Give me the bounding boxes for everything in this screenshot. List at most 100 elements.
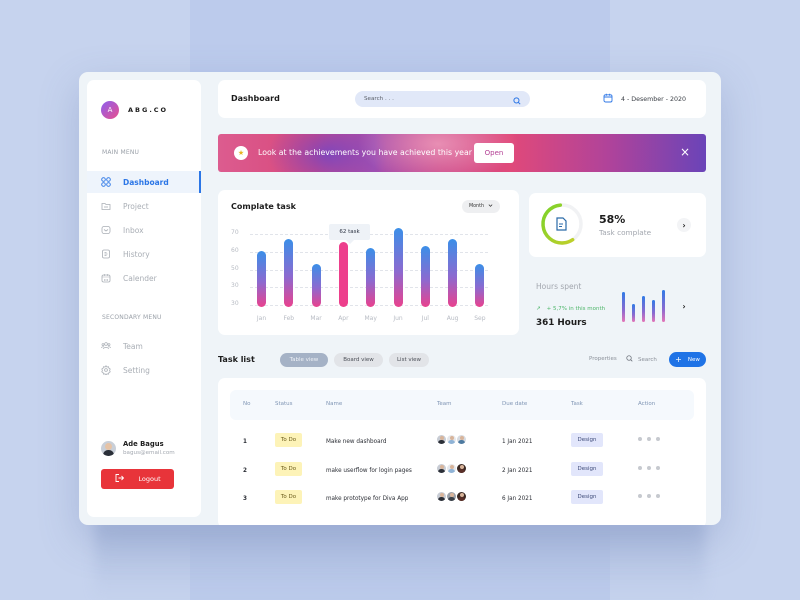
task-complete-card: 58% Task complate › [529, 193, 706, 257]
x-tick: Sep [474, 315, 486, 322]
chevron-right-icon[interactable]: › [677, 218, 691, 232]
hours-spent-card: Hours spent ↗ + 5,7% in this month 361 H… [529, 272, 706, 342]
avatar [437, 464, 446, 473]
sidebar-item-history[interactable]: History [87, 243, 201, 265]
tab-table-view[interactable]: Table view [280, 353, 328, 367]
avatar [437, 492, 446, 501]
new-label: New [687, 356, 700, 363]
sidebar-item-project[interactable]: Project [87, 195, 201, 217]
sidebar-item-label: History [123, 249, 150, 259]
bar-feb[interactable] [284, 238, 294, 307]
tab-board-view[interactable]: Board view [334, 353, 383, 367]
search-bar[interactable] [355, 91, 530, 107]
brand-name: ABG.CO [128, 106, 169, 114]
sidebar-item-label: Inbox [123, 225, 144, 235]
status-badge[interactable]: To Do [275, 462, 302, 476]
task-tag[interactable]: Design [571, 433, 603, 447]
bar-may[interactable] [366, 247, 376, 307]
main-menu-caption: MAIN MENU [102, 149, 140, 156]
chevron-down-icon [488, 203, 493, 210]
mini-bar [662, 290, 665, 322]
calendar-icon [101, 273, 111, 283]
achievement-banner: ★ Look at the achievements you have achi… [218, 134, 706, 172]
task-tag[interactable]: Design [571, 490, 603, 504]
mini-bar [622, 292, 625, 322]
x-tick: May [364, 315, 377, 322]
search-icon[interactable] [513, 90, 521, 109]
user-profile[interactable]: Ade Bagus bagus@email.com [101, 440, 175, 456]
trend-text: + 5,7% in this month [546, 306, 606, 312]
logout-button[interactable]: Logout [101, 469, 174, 489]
status-badge[interactable]: To Do [275, 490, 302, 504]
frame-shadow [95, 520, 705, 600]
task-name[interactable]: Make new dashboard [326, 439, 387, 445]
bar-sep[interactable] [475, 264, 485, 307]
close-icon[interactable]: × [679, 145, 690, 159]
more-actions-icon[interactable] [638, 494, 660, 498]
plus-icon: + [675, 354, 682, 364]
app-window: A ABG.CO MAIN MENU Dashboard Project Inb… [79, 72, 721, 525]
period-dropdown[interactable]: Month [462, 200, 500, 213]
y-tick: 60 [231, 247, 239, 254]
tab-list-view[interactable]: List view [389, 353, 429, 367]
user-email: bagus@email.com [123, 450, 175, 456]
table-row[interactable]: 3 To Do make prototype for Diva App 6 Ja… [218, 490, 706, 510]
search-input[interactable] [364, 96, 494, 102]
bar-jun[interactable] [393, 227, 403, 307]
bar-apr[interactable] [338, 242, 348, 307]
logo[interactable]: A ABG.CO [101, 101, 168, 119]
progress-ring [541, 203, 583, 245]
task-list-title: Task list [218, 355, 255, 364]
sidebar-item-calender[interactable]: Calender [87, 267, 201, 289]
task-complete-percent: 58% [599, 213, 626, 226]
more-actions-icon[interactable] [638, 437, 660, 441]
table-header: No Status Name Team Due date Task Action [230, 390, 694, 420]
row-number: 3 [243, 496, 247, 502]
y-tick: 30 [231, 282, 239, 289]
chevron-right-icon[interactable]: › [682, 301, 686, 311]
date-display[interactable]: 4 - Desember - 2020 [603, 93, 686, 105]
inbox-icon [101, 225, 111, 235]
bar-jul[interactable] [420, 245, 430, 307]
column-header-action: Action [638, 401, 656, 407]
due-date: 1 Jan 2021 [502, 439, 533, 445]
y-tick: 50 [231, 265, 239, 272]
x-tick: Jan [256, 315, 267, 322]
folder-icon [101, 201, 111, 211]
table-row[interactable]: 1 To Do Make new dashboard 1 Jan 2021 De… [218, 433, 706, 453]
task-table: No Status Name Team Due date Task Action… [218, 378, 706, 525]
chart-title: Complate task [231, 202, 296, 211]
bar-jan[interactable] [257, 251, 266, 307]
task-complete-label: Task complate [599, 228, 652, 237]
sidebar-item-team[interactable]: Team [87, 335, 201, 357]
search-icon [626, 355, 633, 364]
logo-badge: A [101, 101, 119, 119]
open-button[interactable]: Open [474, 143, 514, 163]
avatar [437, 435, 446, 444]
status-badge[interactable]: To Do [275, 433, 302, 447]
bar-aug[interactable] [448, 238, 458, 307]
page-title: Dashboard [231, 94, 280, 103]
sidebar-item-inbox[interactable]: Inbox [87, 219, 201, 241]
sidebar-item-label: Dashboard [123, 177, 169, 187]
table-row[interactable]: 2 To Do make userflow for login pages 2 … [218, 462, 706, 482]
avatar [447, 492, 456, 501]
bar-series [218, 190, 519, 307]
avatar [457, 435, 466, 444]
team-avatars [437, 435, 466, 444]
more-actions-icon[interactable] [638, 466, 660, 470]
task-search-button[interactable]: Search [626, 355, 657, 364]
bar-mar[interactable] [311, 264, 321, 307]
sidebar-item-setting[interactable]: Setting [87, 359, 201, 381]
sidebar-item-dashboard[interactable]: Dashboard [87, 171, 201, 193]
row-number: 2 [243, 468, 247, 474]
task-name[interactable]: make prototype for Diva App [326, 496, 409, 502]
due-date: 2 Jan 2021 [502, 468, 533, 474]
task-tag[interactable]: Design [571, 462, 603, 476]
x-tick: Mar [310, 315, 322, 322]
new-task-button[interactable]: + New [669, 352, 706, 367]
properties-button[interactable]: Properties [589, 356, 617, 362]
trend-up-icon: ↗ [536, 306, 541, 312]
sidebar-item-label: Setting [123, 365, 150, 375]
task-name[interactable]: make userflow for login pages [326, 468, 412, 474]
